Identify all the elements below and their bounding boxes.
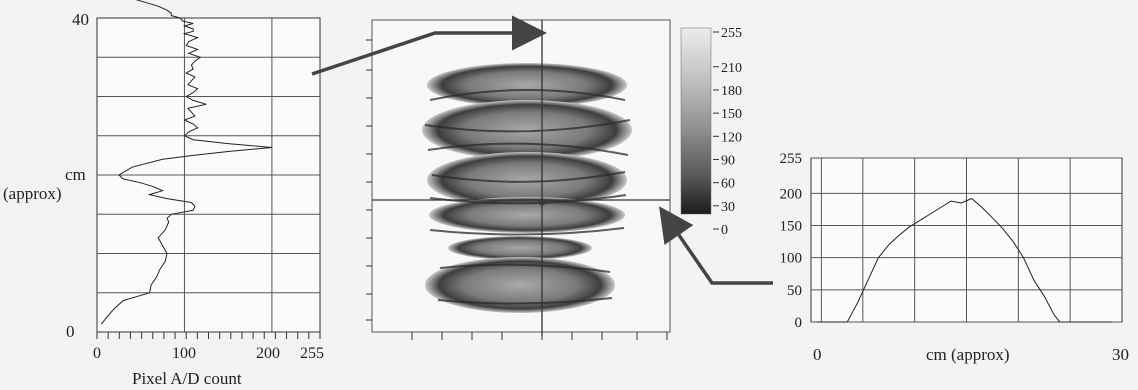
left-profile-chart: 40 0 cm (approx) 0 100 200 255 Pixel A/D…: [3, 0, 324, 388]
left-grid: [97, 18, 320, 332]
left-profile-line: [101, 0, 272, 325]
heatmap-ticks: [366, 39, 668, 340]
right-y-tick-label: 0: [795, 315, 803, 331]
colorbar-tick-label: 120: [721, 130, 742, 145]
right-y-tick-label: 50: [787, 283, 802, 299]
right-y-tick-label: 100: [780, 251, 803, 267]
right-y-tick-label: 200: [780, 186, 803, 202]
right-y-ticks: 0 50 100 150 200 255: [780, 151, 803, 331]
colorbar-gradient: [680, 27, 712, 215]
left-y-label: cm (approx): [3, 165, 90, 203]
colorbar-tick-label: 210: [721, 61, 742, 76]
heatmap-crosshair-center: [538, 198, 546, 206]
colorbar-ticks: 255 210 180 150 120 90 60 30 0: [713, 26, 742, 238]
arrow-to-heatmap-top: [311, 15, 547, 76]
arrow-to-heatmap-right: [659, 206, 773, 285]
colorbar-tick-label: 150: [721, 107, 742, 122]
colorbar: 255 210 180 150 120 90 60 30 0: [680, 26, 742, 238]
right-y-tick-label: 150: [780, 219, 803, 235]
colorbar-tick-label: 30: [721, 200, 735, 215]
heatmap-image: [422, 63, 632, 313]
right-profile-chart: 0 50 100 150 200 255 0 30 cm (approx): [780, 151, 1130, 364]
left-y-label-line2: (approx): [3, 184, 62, 203]
left-x-tick-100: 100: [172, 345, 196, 362]
right-y-tick-label: 255: [780, 151, 803, 167]
colorbar-tick-label: 255: [721, 26, 742, 41]
left-y-label-line1: cm: [65, 165, 86, 184]
right-grid: [811, 157, 1122, 323]
right-profile-line: [816, 197, 1112, 323]
left-x-tick-255: 255: [300, 345, 324, 362]
colorbar-tick-label: 60: [721, 177, 735, 192]
right-x-label: cm (approx): [926, 345, 1010, 364]
left-x-tick-200: 200: [256, 345, 280, 362]
colorbar-tick-label: 180: [721, 84, 742, 99]
heatmap-panel: [366, 19, 671, 340]
left-x-tick-0: 0: [93, 345, 101, 362]
left-x-minor-ticks: [96, 332, 321, 339]
right-x-tick-0: 0: [813, 345, 822, 364]
left-x-label: Pixel A/D count: [132, 369, 242, 388]
left-y-tick-40: 40: [72, 10, 89, 29]
left-y-tick-0: 0: [66, 322, 75, 341]
right-x-tick-30: 30: [1112, 345, 1129, 364]
colorbar-tick-label: 90: [721, 153, 735, 168]
colorbar-tick-label: 0: [721, 223, 728, 238]
